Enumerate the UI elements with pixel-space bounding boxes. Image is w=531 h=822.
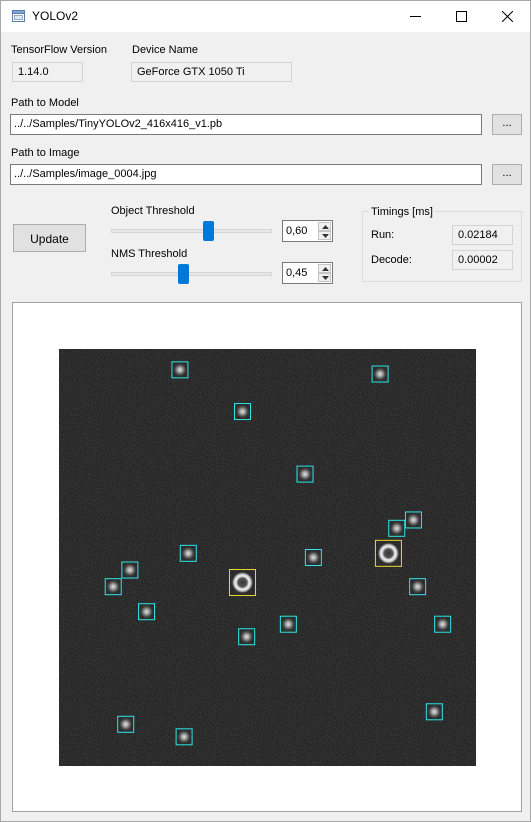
object-threshold-spinbox[interactable]: 0,60 xyxy=(282,220,333,242)
object-ring xyxy=(231,571,254,594)
image-view-panel xyxy=(12,302,522,812)
nms-threshold-value[interactable]: 0,45 xyxy=(286,267,308,279)
object-ring xyxy=(377,542,400,565)
arrow-down-icon xyxy=(322,234,329,238)
object-blob xyxy=(435,617,450,632)
title-bar[interactable]: YOLOv2 xyxy=(1,1,530,32)
window-app-icon xyxy=(12,10,25,22)
slider-track xyxy=(111,229,272,233)
spin-down-button[interactable] xyxy=(318,231,331,240)
detection-box xyxy=(425,703,443,721)
object-threshold-label: Object Threshold xyxy=(111,205,195,217)
model-path-label: Path to Model xyxy=(11,97,79,109)
minimize-button[interactable] xyxy=(393,1,439,32)
detection-box xyxy=(238,628,256,646)
object-blob xyxy=(181,546,196,561)
run-value-field: 0.02184 xyxy=(452,225,513,245)
image-path-label: Path to Image xyxy=(11,147,80,159)
device-name-label: Device Name xyxy=(132,44,199,56)
object-blob xyxy=(235,404,250,419)
object-blob xyxy=(406,512,421,527)
decode-label: Decode: xyxy=(371,254,412,266)
slider-handle[interactable] xyxy=(178,264,190,284)
object-threshold-slider[interactable] xyxy=(111,221,272,241)
close-icon xyxy=(502,11,513,22)
run-label: Run: xyxy=(371,229,395,241)
object-blob xyxy=(298,467,313,482)
tf-version-label: TensorFlow Version xyxy=(11,44,107,56)
detection-box xyxy=(121,561,139,579)
minimize-icon xyxy=(410,16,421,17)
detection-box-large xyxy=(228,569,256,597)
detection-box xyxy=(434,615,452,633)
detection-box xyxy=(171,361,189,379)
image-noise xyxy=(59,349,476,766)
image-path-input[interactable]: ../../Samples/image_0004.jpg xyxy=(10,164,482,185)
detection-box xyxy=(104,578,122,596)
detection-box xyxy=(179,544,197,562)
object-blob xyxy=(373,367,388,382)
spin-up-button[interactable] xyxy=(318,222,331,231)
object-blob xyxy=(139,604,154,619)
tf-version-field: 1.14.0 xyxy=(12,62,83,82)
object-blob xyxy=(281,617,296,632)
object-blob xyxy=(172,362,187,377)
maximize-button[interactable] xyxy=(439,1,485,32)
maximize-icon xyxy=(456,11,467,22)
detection-box xyxy=(404,511,422,529)
arrow-up-icon xyxy=(322,267,329,271)
object-blob xyxy=(306,550,321,565)
detection-box xyxy=(138,603,156,621)
browse-model-button[interactable]: ... xyxy=(492,114,522,135)
arrow-up-icon xyxy=(322,225,329,229)
close-button[interactable] xyxy=(485,1,531,32)
detection-box xyxy=(409,578,427,596)
detection-box xyxy=(117,715,135,733)
detection-box xyxy=(175,728,193,746)
arrow-down-icon xyxy=(322,276,329,280)
model-path-input[interactable]: ../../Samples/TinyYOLOv2_416x416_v1.pb xyxy=(10,114,482,135)
detection-box xyxy=(279,615,297,633)
object-blob xyxy=(410,579,425,594)
detection-image xyxy=(59,349,476,766)
spin-up-button[interactable] xyxy=(318,264,331,273)
detection-box xyxy=(233,403,251,421)
object-blob xyxy=(118,717,133,732)
detection-box xyxy=(388,519,406,537)
timings-title: Timings [ms] xyxy=(369,206,435,218)
browse-image-button[interactable]: ... xyxy=(492,164,522,185)
nms-threshold-slider[interactable] xyxy=(111,264,272,284)
spin-down-button[interactable] xyxy=(318,273,331,282)
detection-box-large xyxy=(374,539,402,567)
detection-box xyxy=(371,365,389,383)
object-blob xyxy=(177,729,192,744)
update-button[interactable]: Update xyxy=(13,224,86,252)
object-blob xyxy=(239,629,254,644)
nms-threshold-label: NMS Threshold xyxy=(111,248,188,260)
device-name-field: GeForce GTX 1050 Ti xyxy=(131,62,292,82)
object-blob xyxy=(389,521,404,536)
object-blob xyxy=(427,704,442,719)
object-blob xyxy=(106,579,121,594)
object-threshold-value[interactable]: 0,60 xyxy=(286,225,308,237)
timings-groupbox xyxy=(362,211,522,282)
decode-value-field: 0.00002 xyxy=(452,250,513,270)
window-title: YOLOv2 xyxy=(32,9,79,23)
detection-box xyxy=(296,465,314,483)
slider-handle[interactable] xyxy=(202,221,214,241)
detection-box xyxy=(304,549,322,566)
slider-track xyxy=(111,272,272,276)
object-blob xyxy=(122,563,137,578)
nms-threshold-spinbox[interactable]: 0,45 xyxy=(282,262,333,284)
